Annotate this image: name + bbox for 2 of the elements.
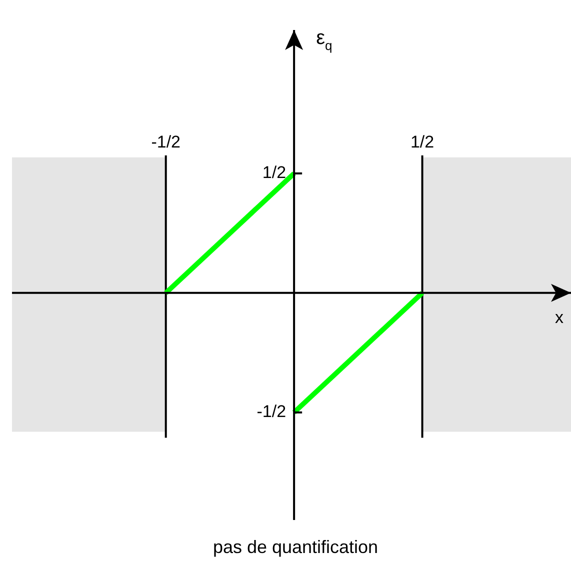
- text: pas de quantification: [212, 537, 378, 557]
- x-axis-title: x: [555, 308, 564, 327]
